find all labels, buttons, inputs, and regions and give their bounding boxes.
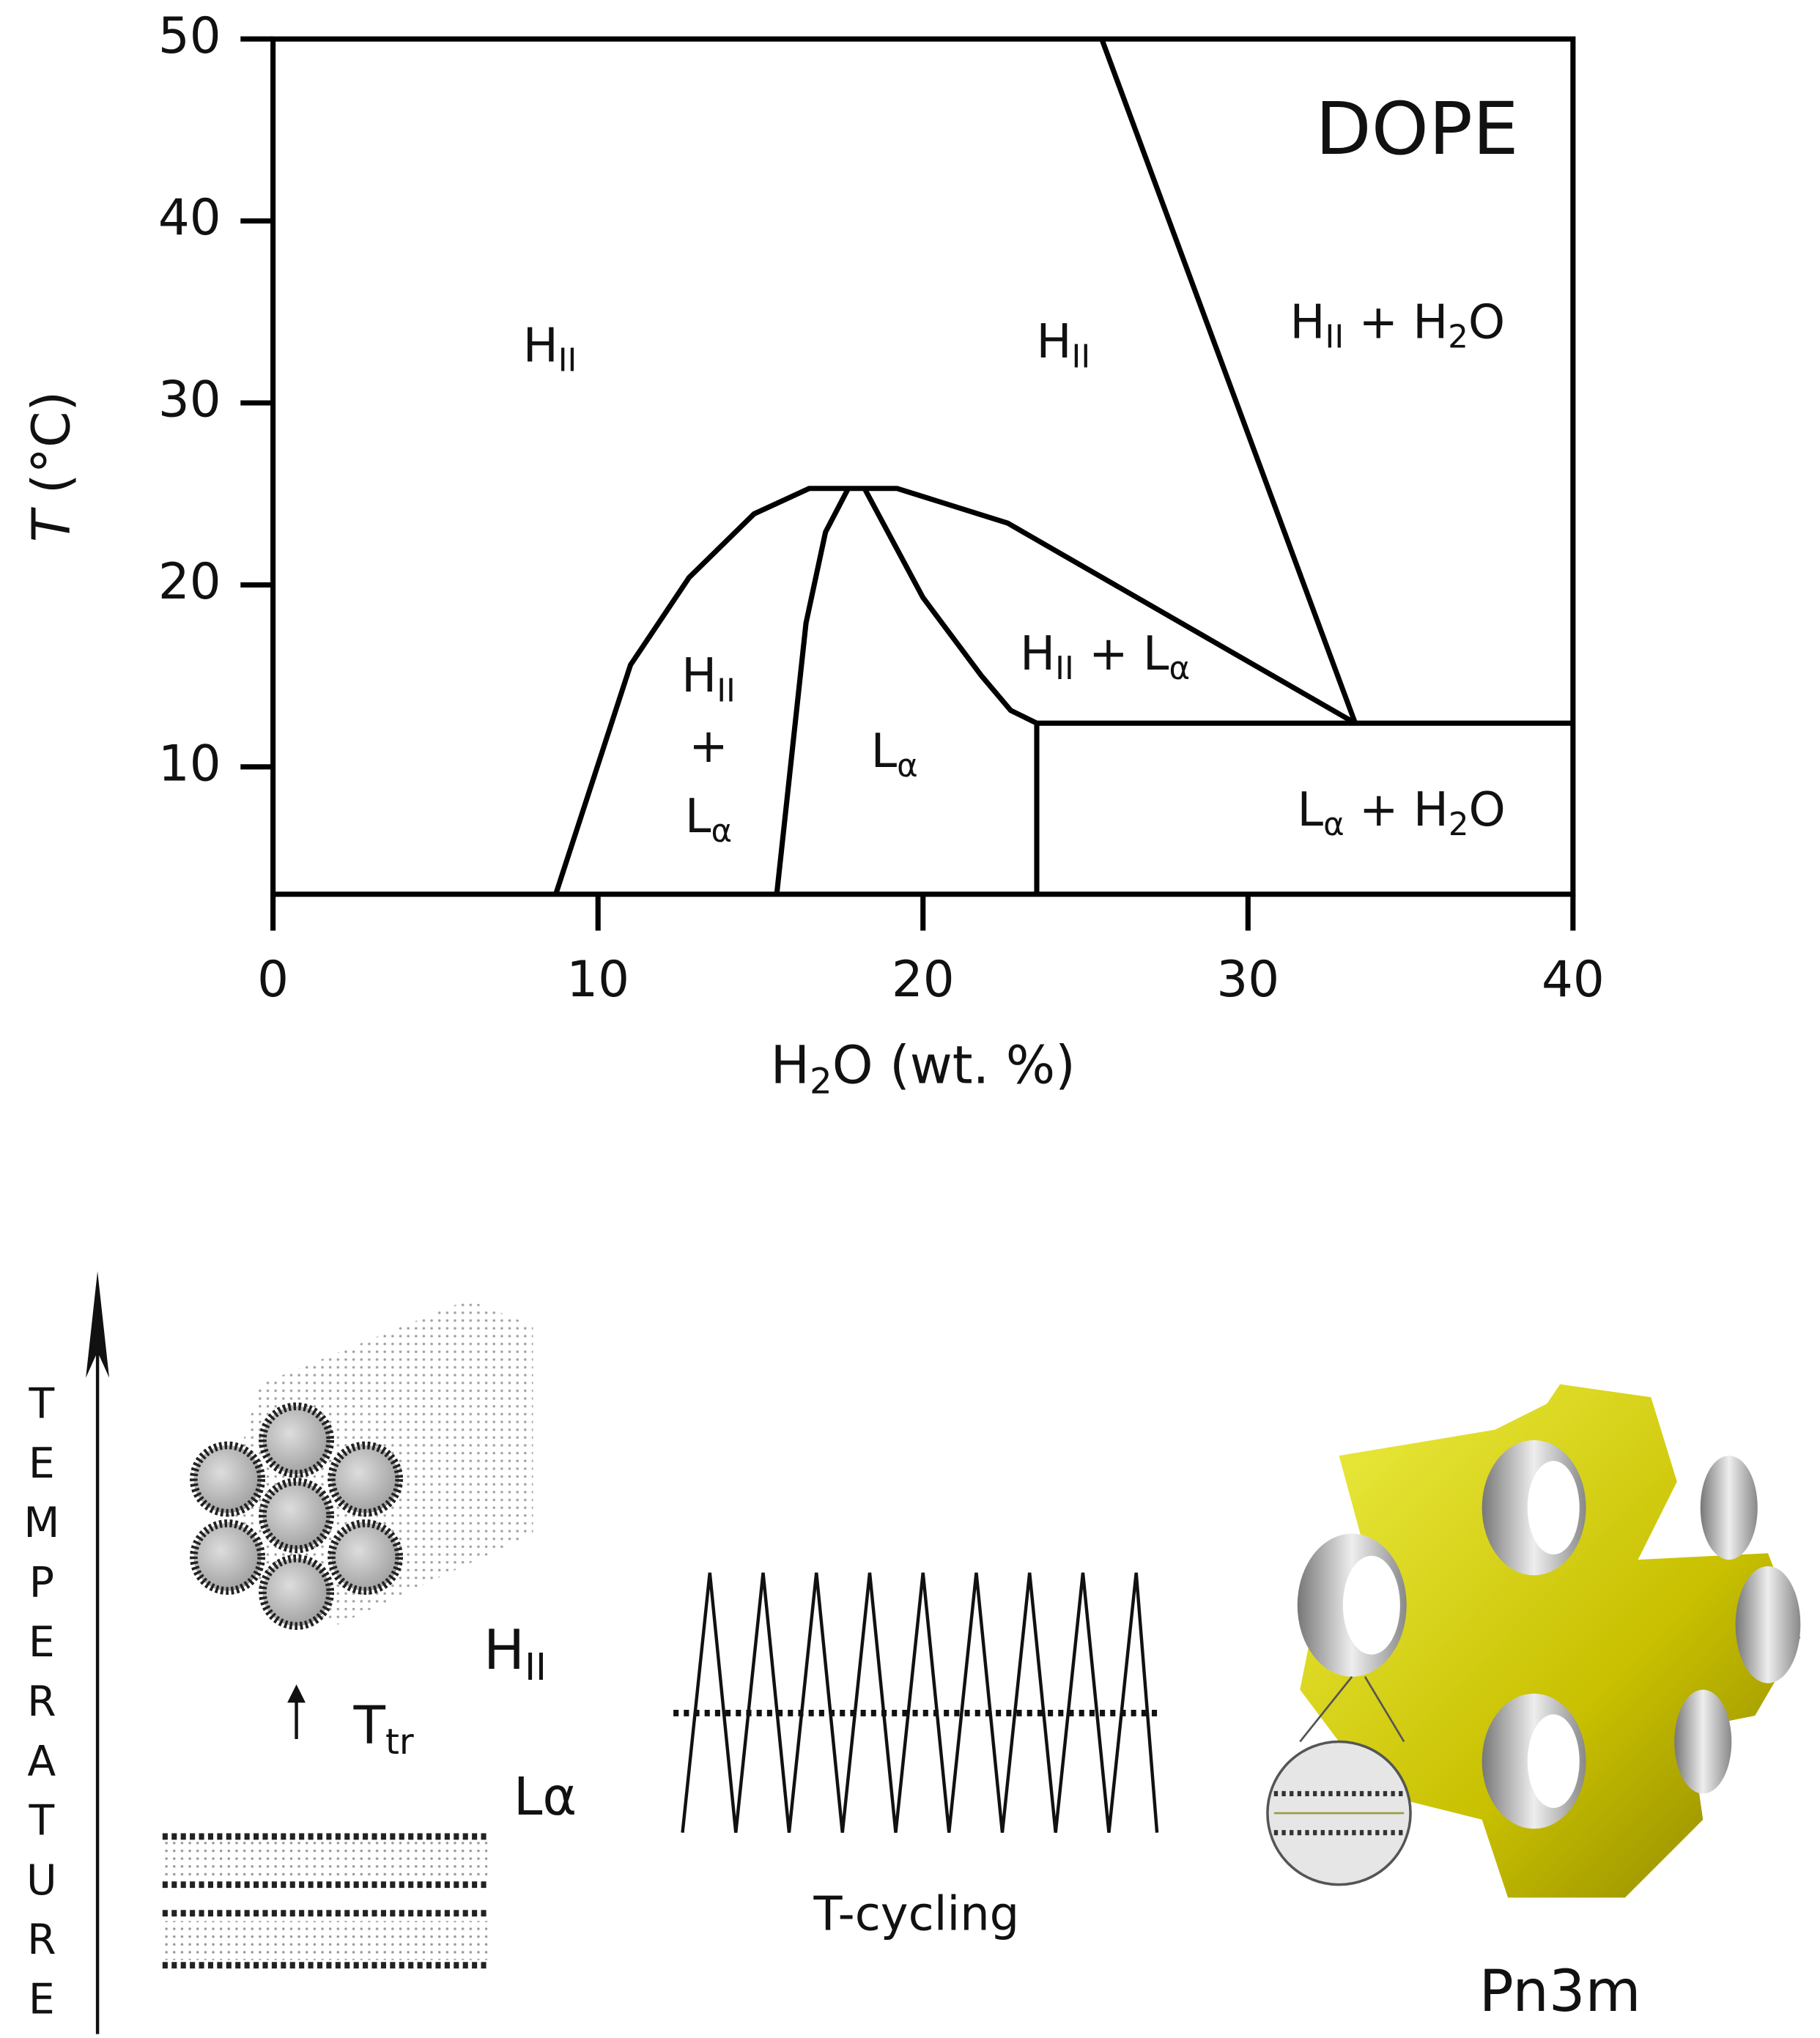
text-run: 2	[1448, 319, 1468, 355]
x-axis-label: H2O (wt. %)	[771, 1034, 1076, 1103]
hexagonal-label: HII	[484, 1618, 547, 1689]
text-run: O	[1469, 782, 1506, 837]
text-run: II	[525, 1645, 547, 1689]
text-run: O	[1468, 295, 1505, 349]
text-run: α	[1169, 651, 1190, 687]
text-run: II	[558, 342, 577, 379]
region-label: HII	[523, 319, 577, 379]
cylinders	[190, 1402, 404, 1630]
arrowhead	[287, 1684, 306, 1703]
text-run: II	[1072, 338, 1091, 375]
y-tick-label: 50	[158, 7, 221, 64]
text-run: L	[871, 725, 898, 779]
text-run: + L	[1074, 627, 1169, 681]
phase-boundary	[553, 486, 1357, 895]
region-label: HII	[1037, 315, 1091, 375]
y-tick-label: 20	[158, 552, 221, 610]
text-run: α	[711, 812, 732, 849]
region-label: Lα	[871, 725, 918, 785]
region-label: HII + H2O	[1290, 295, 1505, 355]
x-tick-label: 10	[566, 950, 629, 1008]
temperature-cycle	[681, 1572, 1159, 1833]
region-label: HII + Lα	[1020, 627, 1190, 687]
text-run: tr	[385, 1722, 414, 1763]
text-run: L	[1298, 782, 1324, 837]
region-label: +	[689, 719, 728, 774]
region-label: Lα	[685, 789, 732, 849]
cycling-label: T-cycling	[813, 1888, 1020, 1942]
text-run: H	[484, 1618, 525, 1681]
text-run: + H	[1344, 782, 1449, 837]
text-run: II	[1325, 319, 1344, 355]
chart-title: DOPE	[1315, 87, 1518, 171]
text-run: H	[1290, 295, 1325, 349]
text-run: T	[21, 507, 81, 542]
y-tick-label: 10	[158, 734, 221, 792]
text-run: + H	[1344, 295, 1448, 349]
text-run: 2	[810, 1061, 832, 1103]
text-run: T	[353, 1694, 386, 1755]
text-run: H	[1037, 315, 1072, 369]
x-tick-label: 30	[1216, 950, 1279, 1008]
text-run: α	[897, 748, 918, 785]
x-tick-label: 40	[1542, 950, 1605, 1008]
text-run: L	[685, 789, 711, 843]
text-run: H	[523, 319, 558, 373]
region-label: Lα + H2O	[1298, 782, 1506, 842]
text-run: H	[771, 1034, 810, 1095]
lamellar-label: Lα	[514, 1766, 577, 1827]
cubic-structure	[1266, 1384, 1801, 1898]
text-run: II	[1055, 651, 1074, 687]
x-tick-label: 20	[892, 950, 955, 1008]
illustration	[86, 1271, 1801, 2034]
text-run: H	[1020, 627, 1055, 681]
phase-boundary	[774, 487, 851, 895]
phase-boundary	[1099, 37, 1358, 725]
cubic-label: Pn3m	[1479, 1959, 1641, 2025]
y-tick-label: 40	[158, 188, 221, 246]
text-run: +	[689, 719, 728, 774]
y-axis-label: T (°C)	[21, 391, 81, 542]
text-run: 2	[1449, 807, 1469, 843]
region-label: HII	[681, 649, 736, 709]
text-run: H	[681, 649, 717, 703]
text-run: α	[1323, 807, 1344, 843]
phase-boundary	[862, 487, 1040, 894]
y-tick-label: 30	[158, 371, 221, 429]
text-run: II	[717, 672, 736, 709]
x-tick-label: 0	[257, 950, 289, 1008]
text-run: (°C)	[21, 391, 81, 511]
bilayers	[162, 1833, 488, 1969]
transition-label: Ttr	[353, 1694, 414, 1763]
text-run: O (wt. %)	[832, 1034, 1076, 1095]
arrowhead	[86, 1271, 110, 1378]
